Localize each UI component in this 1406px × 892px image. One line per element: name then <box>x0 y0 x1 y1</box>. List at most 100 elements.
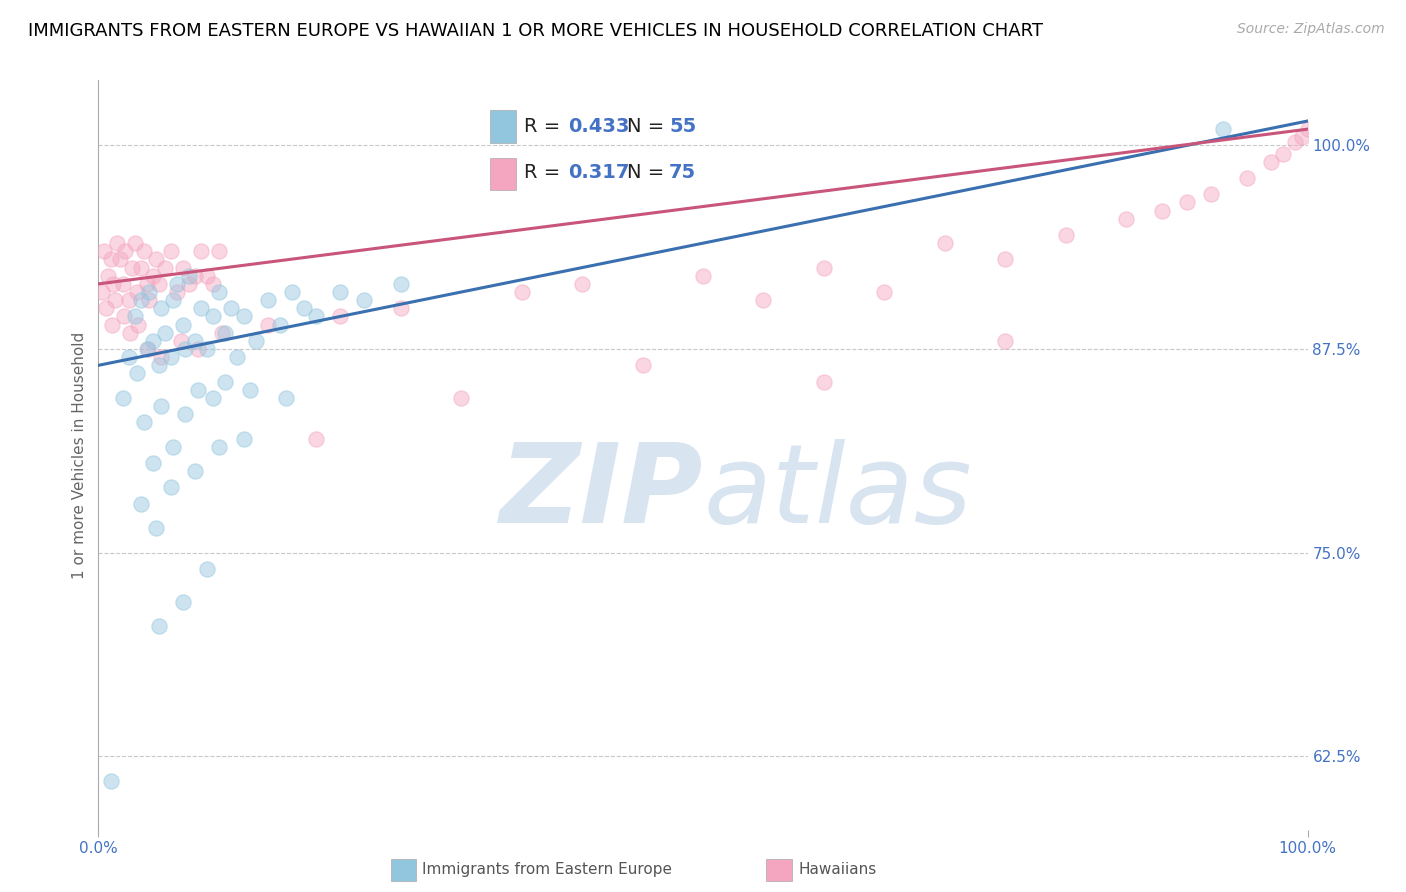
Point <box>184 464 207 478</box>
Point <box>100 252 122 267</box>
Point <box>195 562 218 576</box>
Point <box>111 391 134 405</box>
Point <box>195 268 218 283</box>
Point <box>1260 154 1282 169</box>
Point <box>166 285 188 299</box>
Point <box>135 342 157 356</box>
Point <box>118 350 141 364</box>
Point <box>124 310 146 324</box>
Point <box>134 244 156 259</box>
Point <box>169 334 191 348</box>
Text: atlas: atlas <box>703 439 972 546</box>
Point <box>214 326 236 340</box>
Point <box>329 285 352 299</box>
Point <box>752 293 775 308</box>
Point <box>208 440 231 454</box>
Point <box>873 285 896 299</box>
Point <box>994 252 1017 267</box>
Point <box>195 342 218 356</box>
Point <box>105 236 128 251</box>
Point <box>631 359 654 373</box>
Point <box>114 244 136 259</box>
Point <box>281 285 304 299</box>
Point <box>274 391 297 405</box>
Point <box>138 285 160 299</box>
Point <box>150 399 173 413</box>
Point <box>142 456 165 470</box>
Point <box>202 310 225 324</box>
Point <box>329 310 352 324</box>
Point <box>104 293 127 308</box>
Point <box>245 334 267 348</box>
Point <box>145 252 167 267</box>
Point <box>256 293 278 308</box>
Point <box>162 293 184 308</box>
Point <box>232 310 254 324</box>
Point <box>148 277 170 291</box>
Point <box>232 432 254 446</box>
Point <box>1284 135 1306 149</box>
Point <box>153 260 176 275</box>
Point <box>389 277 412 291</box>
Point <box>994 334 1017 348</box>
Point <box>127 285 149 299</box>
Point <box>813 375 835 389</box>
Point <box>150 301 173 316</box>
Point <box>142 334 165 348</box>
Point <box>160 350 183 364</box>
Point <box>129 260 152 275</box>
Point <box>692 268 714 283</box>
Point <box>166 277 188 291</box>
Point <box>174 342 197 356</box>
Point <box>162 440 184 454</box>
Point <box>190 244 212 259</box>
Point <box>118 293 141 308</box>
Point <box>134 415 156 429</box>
Point <box>124 236 146 251</box>
Text: Source: ZipAtlas.com: Source: ZipAtlas.com <box>1237 22 1385 37</box>
Point <box>226 350 249 364</box>
Point <box>211 326 233 340</box>
Point <box>150 350 173 364</box>
Point <box>172 318 194 332</box>
Point <box>202 277 225 291</box>
Point <box>813 260 835 275</box>
Point <box>148 619 170 633</box>
Point <box>1175 195 1198 210</box>
Point <box>292 301 315 316</box>
Point <box>269 318 291 332</box>
Point <box>1212 122 1234 136</box>
Point <box>1115 211 1137 226</box>
Point <box>127 318 149 332</box>
Point <box>129 293 152 308</box>
Point <box>160 244 183 259</box>
Point <box>202 391 225 405</box>
Point <box>214 375 236 389</box>
Point <box>184 268 207 283</box>
Point <box>1291 130 1313 145</box>
Point <box>91 285 114 299</box>
Point <box>305 310 328 324</box>
Point <box>100 773 122 788</box>
Point <box>187 342 209 356</box>
Point <box>138 293 160 308</box>
Y-axis label: 1 or more Vehicles in Household: 1 or more Vehicles in Household <box>72 331 87 579</box>
Point <box>1152 203 1174 218</box>
Point <box>145 521 167 535</box>
Point <box>239 383 262 397</box>
Point <box>148 359 170 373</box>
Point <box>208 285 231 299</box>
Point <box>108 252 131 267</box>
Point <box>1272 146 1295 161</box>
Point <box>1054 227 1077 242</box>
Point <box>571 277 593 291</box>
Point <box>221 301 243 316</box>
Point <box>174 407 197 421</box>
Point <box>129 497 152 511</box>
Point <box>142 268 165 283</box>
Point <box>153 326 176 340</box>
Point <box>160 481 183 495</box>
Point <box>97 268 120 283</box>
Point <box>100 318 122 332</box>
Point <box>172 594 194 608</box>
